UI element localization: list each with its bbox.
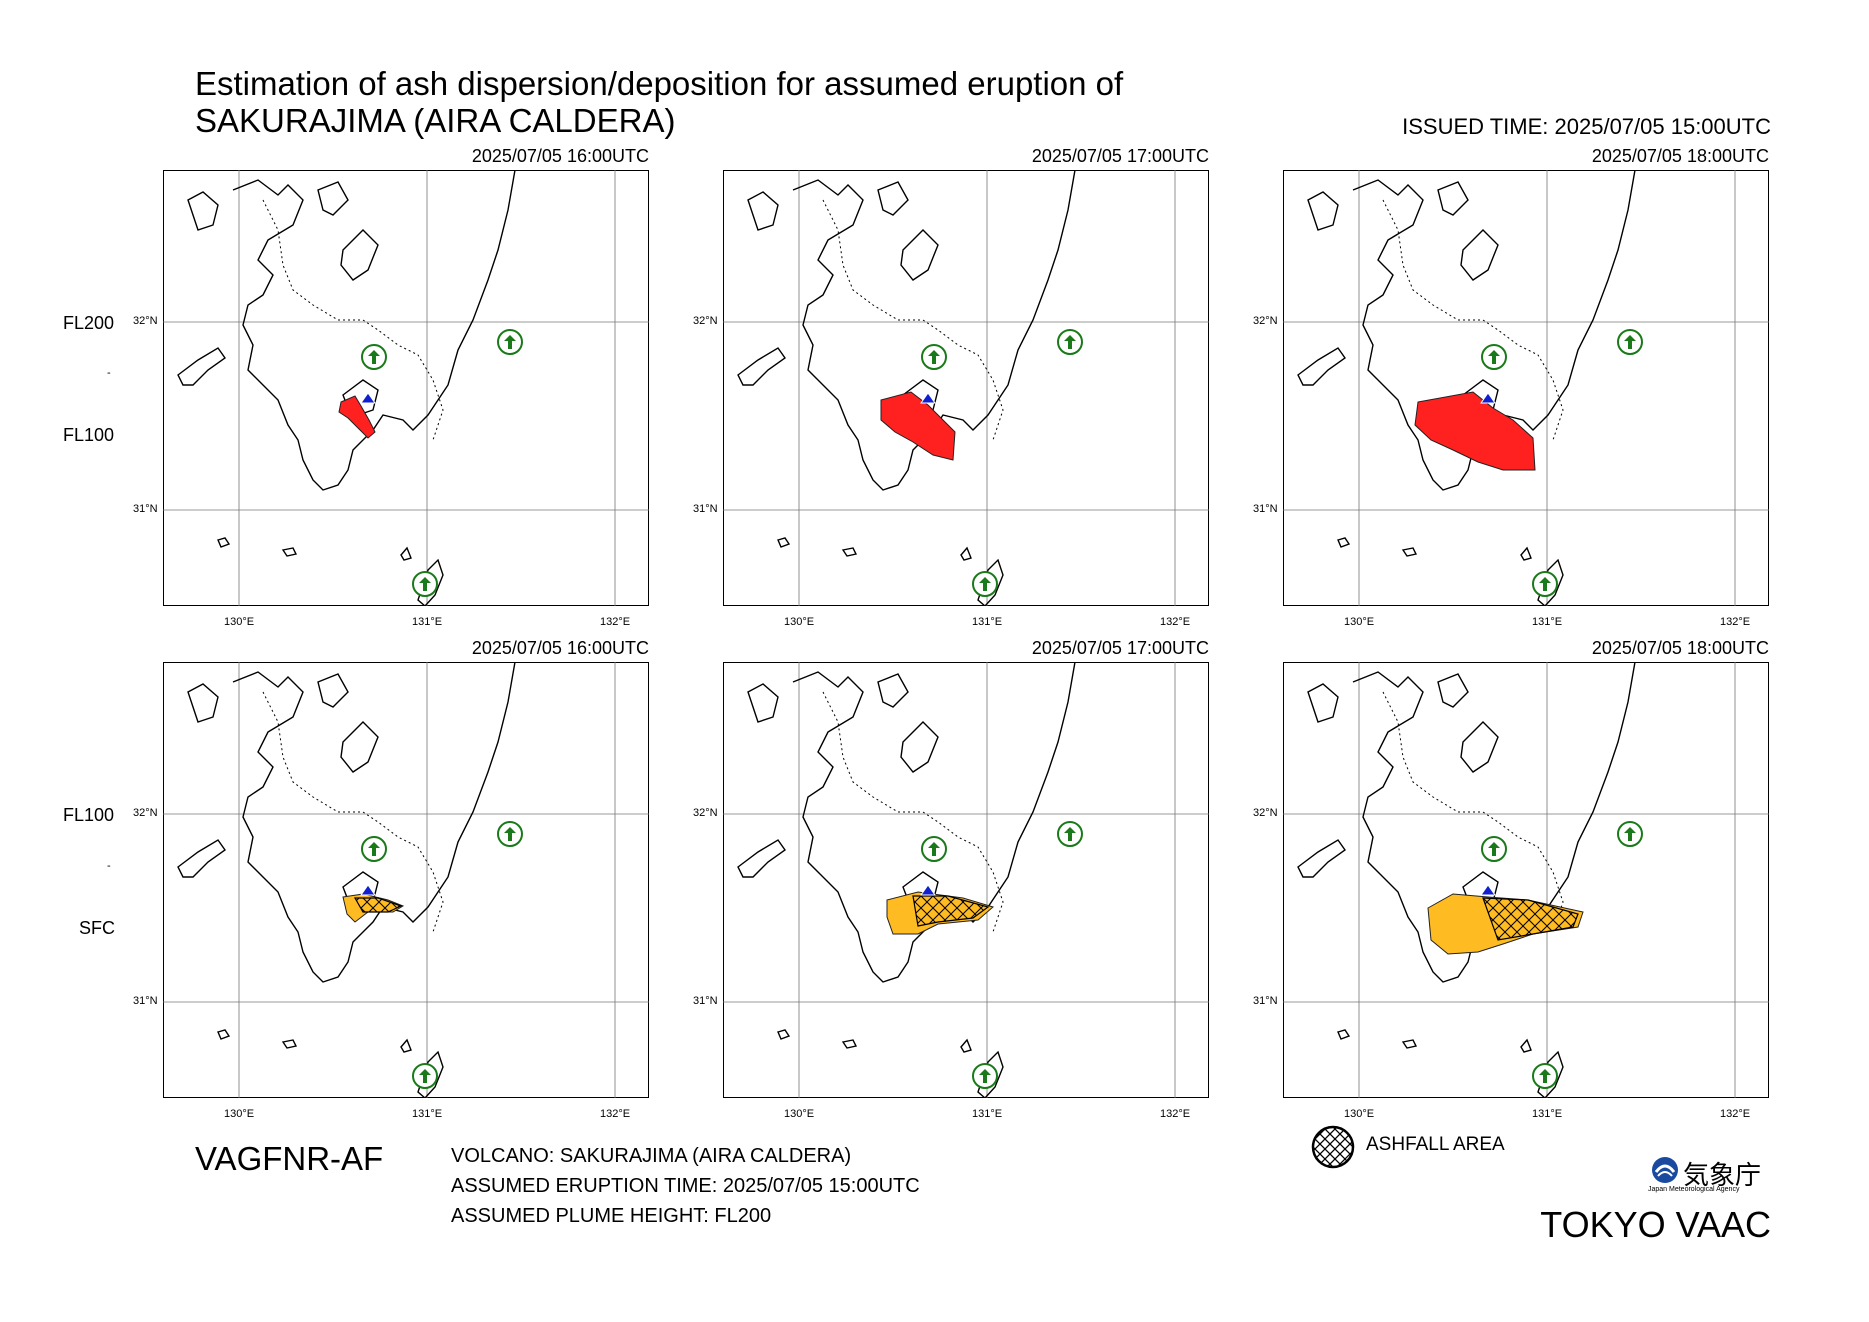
map-canvas [723, 662, 1209, 1098]
longitude-label: 132°E [1160, 616, 1191, 628]
map-panel-r2-c3: 2025/07/05 18:00UTC 32°N 31°N 130°E 131°E 13… [1253, 638, 1769, 1120]
airport-circle-icon [1057, 821, 1083, 847]
longitude-label: 130°E [224, 616, 255, 628]
latitude-label: 31°N [693, 995, 718, 1007]
ash-cloud-area [338, 395, 376, 439]
ashfall-legend-icon [1311, 1125, 1355, 1169]
panel-time: 2025/07/05 16:00UTC [471, 146, 649, 166]
volcano-triangle-icon [1480, 392, 1496, 404]
vaac-name: TOKYO VAAC [1540, 1204, 1771, 1245]
latitude-label: 31°N [693, 503, 718, 515]
longitude-label: 131°E [1532, 1108, 1563, 1120]
panel-time: 2025/07/05 16:00UTC [471, 638, 649, 658]
map-panel-r1-c2: 2025/07/05 17:00UTC 32°N 31°N 130°E 131°E 13… [693, 146, 1209, 628]
airport-circle-icon [1481, 344, 1507, 370]
latitude-label: 32°N [133, 807, 158, 819]
latitude-label: 32°N [693, 807, 718, 819]
ashfall-area [912, 895, 990, 927]
latitude-label: 32°N [693, 315, 718, 327]
map-canvas [163, 170, 649, 606]
airport-circle-icon [361, 836, 387, 862]
longitude-label: 130°E [1344, 616, 1375, 628]
longitude-label: 130°E [784, 1108, 815, 1120]
latitude-label: 31°N [133, 503, 158, 515]
map-panel-r1-c1: 2025/07/05 16:00UTC 32°N 31°N 130°E 131°E 13… [133, 146, 649, 628]
row2-upper-level: FL100 [63, 805, 115, 825]
row1-upper-level: FL200 [63, 313, 115, 333]
row2-level-separator: - [107, 860, 111, 872]
longitude-label: 132°E [1720, 1108, 1751, 1120]
airport-circle-icon [1532, 1063, 1558, 1089]
map-canvas [163, 662, 649, 1098]
ashfall-area [1482, 897, 1579, 941]
panel-time: 2025/07/05 18:00UTC [1591, 146, 1769, 166]
longitude-label: 130°E [224, 1108, 255, 1120]
volcano-triangle-icon [1480, 884, 1496, 896]
latitude-label: 31°N [1253, 503, 1278, 515]
longitude-label: 132°E [1160, 1108, 1191, 1120]
airport-circle-icon [1481, 836, 1507, 862]
latitude-label: 31°N [1253, 995, 1278, 1007]
row1-level-separator: - [107, 367, 111, 379]
agency-name-jp: 気象庁 [1683, 1160, 1762, 1190]
volcano-triangle-icon [360, 884, 376, 896]
latitude-label: 31°N [133, 995, 158, 1007]
panel-time: 2025/07/05 18:00UTC [1591, 638, 1769, 658]
airport-circle-icon [972, 1063, 998, 1089]
map-canvas [723, 170, 1209, 606]
row2-lower-level: SFC [79, 918, 115, 938]
airport-circle-icon [1532, 571, 1558, 597]
airport-circle-icon [497, 821, 523, 847]
longitude-label: 131°E [1532, 616, 1563, 628]
map-canvas [1283, 170, 1769, 606]
panel-time: 2025/07/05 17:00UTC [1031, 146, 1209, 166]
longitude-label: 132°E [600, 616, 631, 628]
airport-circle-icon [1617, 821, 1643, 847]
volcano-triangle-icon [920, 884, 936, 896]
map-title-line1: Estimation of ash dispersion/deposition … [195, 65, 1124, 102]
longitude-label: 131°E [412, 616, 443, 628]
volcano-triangle-icon [360, 392, 376, 404]
airport-circle-icon [497, 329, 523, 355]
ashfall-legend-label: ASHFALL AREA [1366, 1134, 1505, 1155]
airport-circle-icon [972, 571, 998, 597]
map-panel-r2-c2: 2025/07/05 17:00UTC 32°N 31°N 130°E 131°E 13… [693, 638, 1209, 1120]
panel-time: 2025/07/05 17:00UTC [1031, 638, 1209, 658]
longitude-label: 131°E [412, 1108, 443, 1120]
ashfall-area [353, 897, 403, 913]
agency-name-en: Japan Meteorological Agency [1648, 1186, 1740, 1193]
latitude-label: 32°N [133, 315, 158, 327]
map-title-line2: SAKURAJIMA (AIRA CALDERA) [195, 102, 676, 139]
latitude-label: 32°N [1253, 807, 1278, 819]
airport-circle-icon [921, 344, 947, 370]
airport-circle-icon [361, 344, 387, 370]
jma-logo-icon [1652, 1157, 1678, 1183]
airport-circle-icon [412, 1063, 438, 1089]
longitude-label: 130°E [1344, 1108, 1375, 1120]
airport-circle-icon [1057, 329, 1083, 355]
volcano-triangle-icon [920, 392, 936, 404]
longitude-label: 131°E [972, 616, 1003, 628]
product-code: VAGFNR-AF [195, 1140, 384, 1177]
map-panel-r1-c3: 2025/07/05 18:00UTC 32°N 31°N 130°E 131°E 13… [1253, 146, 1769, 628]
longitude-label: 132°E [600, 1108, 631, 1120]
volcano-name: VOLCANO: SAKURAJIMA (AIRA CALDERA) [451, 1145, 852, 1167]
latitude-label: 32°N [1253, 315, 1278, 327]
row1-lower-level: FL100 [63, 425, 115, 445]
longitude-label: 131°E [972, 1108, 1003, 1120]
airport-circle-icon [412, 571, 438, 597]
plume-height: ASSUMED PLUME HEIGHT: FL200 [451, 1205, 772, 1227]
eruption-time: ASSUMED ERUPTION TIME: 2025/07/05 15:00U… [451, 1175, 920, 1197]
airport-circle-icon [921, 836, 947, 862]
map-canvas [1283, 662, 1769, 1098]
ash-cloud-area [1414, 391, 1536, 471]
longitude-label: 132°E [1720, 616, 1751, 628]
issued-time: ISSUED TIME: 2025/07/05 15:00UTC [1402, 114, 1771, 139]
airport-circle-icon [1617, 329, 1643, 355]
map-panel-r2-c1: 2025/07/05 16:00UTC 32°N 31°N 130°E 131°E 13… [133, 638, 649, 1120]
longitude-label: 130°E [784, 616, 815, 628]
